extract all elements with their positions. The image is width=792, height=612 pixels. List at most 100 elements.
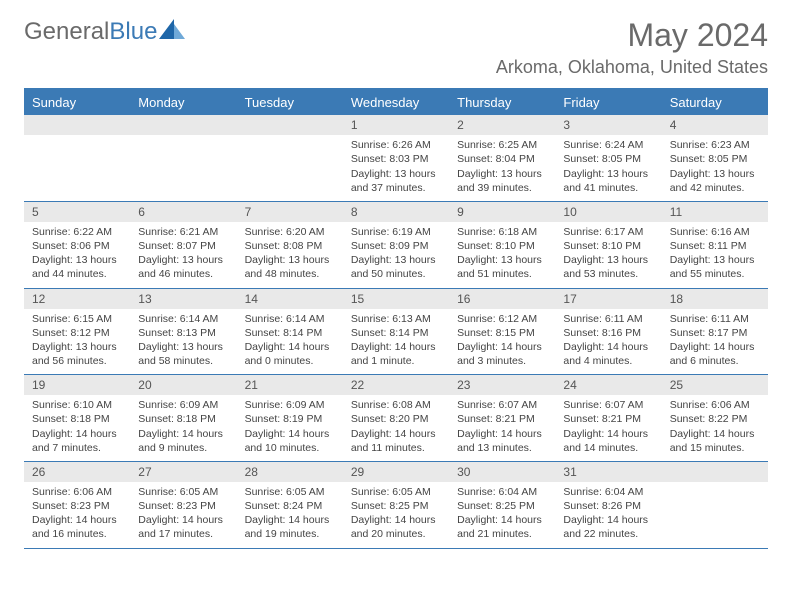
day-cell: 30Sunrise: 6:04 AMSunset: 8:25 PMDayligh…: [449, 462, 555, 548]
sunrise-text: Sunrise: 6:05 AM: [245, 485, 335, 499]
day-cell: 14Sunrise: 6:14 AMSunset: 8:14 PMDayligh…: [237, 289, 343, 375]
weekday-header-row: Sunday Monday Tuesday Wednesday Thursday…: [24, 90, 768, 115]
sunset-text: Sunset: 8:19 PM: [245, 412, 335, 426]
daylight-text-1: Daylight: 14 hours: [245, 513, 335, 527]
day-detail: Sunrise: 6:08 AMSunset: 8:20 PMDaylight:…: [343, 395, 449, 461]
title-block: May 2024 Arkoma, Oklahoma, United States: [496, 18, 768, 78]
day-cell: 12Sunrise: 6:15 AMSunset: 8:12 PMDayligh…: [24, 289, 130, 375]
day-detail: Sunrise: 6:26 AMSunset: 8:03 PMDaylight:…: [343, 135, 449, 201]
day-number: 17: [555, 289, 661, 309]
weekday-header: Wednesday: [343, 90, 449, 115]
daylight-text-1: Daylight: 14 hours: [245, 427, 335, 441]
day-cell: 3Sunrise: 6:24 AMSunset: 8:05 PMDaylight…: [555, 115, 661, 201]
daylight-text-2: and 20 minutes.: [351, 527, 441, 541]
day-cell: [130, 115, 236, 201]
day-number: 29: [343, 462, 449, 482]
daylight-text-2: and 11 minutes.: [351, 441, 441, 455]
day-cell: 10Sunrise: 6:17 AMSunset: 8:10 PMDayligh…: [555, 202, 661, 288]
sunrise-text: Sunrise: 6:09 AM: [245, 398, 335, 412]
daylight-text-2: and 42 minutes.: [670, 181, 760, 195]
day-cell: 28Sunrise: 6:05 AMSunset: 8:24 PMDayligh…: [237, 462, 343, 548]
sunrise-text: Sunrise: 6:12 AM: [457, 312, 547, 326]
day-detail: Sunrise: 6:10 AMSunset: 8:18 PMDaylight:…: [24, 395, 130, 461]
brand-logo: GeneralBlue: [24, 18, 185, 46]
day-cell: 6Sunrise: 6:21 AMSunset: 8:07 PMDaylight…: [130, 202, 236, 288]
day-detail: Sunrise: 6:21 AMSunset: 8:07 PMDaylight:…: [130, 222, 236, 288]
sunset-text: Sunset: 8:23 PM: [32, 499, 122, 513]
day-number: 9: [449, 202, 555, 222]
daylight-text-2: and 1 minute.: [351, 354, 441, 368]
day-detail: Sunrise: 6:13 AMSunset: 8:14 PMDaylight:…: [343, 309, 449, 375]
daylight-text-1: Daylight: 14 hours: [457, 340, 547, 354]
day-detail: Sunrise: 6:23 AMSunset: 8:05 PMDaylight:…: [662, 135, 768, 201]
daylight-text-2: and 9 minutes.: [138, 441, 228, 455]
brand-word-general: General: [24, 18, 109, 46]
sunset-text: Sunset: 8:21 PM: [457, 412, 547, 426]
sunset-text: Sunset: 8:25 PM: [351, 499, 441, 513]
day-number: 28: [237, 462, 343, 482]
daylight-text-1: Daylight: 14 hours: [245, 340, 335, 354]
sunset-text: Sunset: 8:10 PM: [563, 239, 653, 253]
day-cell: 8Sunrise: 6:19 AMSunset: 8:09 PMDaylight…: [343, 202, 449, 288]
day-number: 27: [130, 462, 236, 482]
sunrise-text: Sunrise: 6:14 AM: [245, 312, 335, 326]
day-number: 3: [555, 115, 661, 135]
sunset-text: Sunset: 8:26 PM: [563, 499, 653, 513]
daylight-text-2: and 4 minutes.: [563, 354, 653, 368]
day-number: 4: [662, 115, 768, 135]
daylight-text-2: and 19 minutes.: [245, 527, 335, 541]
day-detail: Sunrise: 6:24 AMSunset: 8:05 PMDaylight:…: [555, 135, 661, 201]
sunset-text: Sunset: 8:17 PM: [670, 326, 760, 340]
sunset-text: Sunset: 8:07 PM: [138, 239, 228, 253]
day-number: 11: [662, 202, 768, 222]
day-detail: Sunrise: 6:20 AMSunset: 8:08 PMDaylight:…: [237, 222, 343, 288]
day-detail: Sunrise: 6:17 AMSunset: 8:10 PMDaylight:…: [555, 222, 661, 288]
daylight-text-2: and 0 minutes.: [245, 354, 335, 368]
day-cell: 22Sunrise: 6:08 AMSunset: 8:20 PMDayligh…: [343, 375, 449, 461]
sunrise-text: Sunrise: 6:23 AM: [670, 138, 760, 152]
day-number-band: [130, 115, 236, 135]
day-detail: Sunrise: 6:05 AMSunset: 8:25 PMDaylight:…: [343, 482, 449, 548]
daylight-text-1: Daylight: 13 hours: [670, 167, 760, 181]
day-detail: Sunrise: 6:07 AMSunset: 8:21 PMDaylight:…: [449, 395, 555, 461]
sunrise-text: Sunrise: 6:07 AM: [457, 398, 547, 412]
daylight-text-2: and 41 minutes.: [563, 181, 653, 195]
calendar-week-row: 19Sunrise: 6:10 AMSunset: 8:18 PMDayligh…: [24, 375, 768, 462]
sunrise-text: Sunrise: 6:11 AM: [563, 312, 653, 326]
sunrise-text: Sunrise: 6:06 AM: [670, 398, 760, 412]
daylight-text-2: and 39 minutes.: [457, 181, 547, 195]
sunrise-text: Sunrise: 6:22 AM: [32, 225, 122, 239]
day-number: 5: [24, 202, 130, 222]
day-detail: Sunrise: 6:18 AMSunset: 8:10 PMDaylight:…: [449, 222, 555, 288]
sunrise-text: Sunrise: 6:16 AM: [670, 225, 760, 239]
day-number: 7: [237, 202, 343, 222]
day-cell: [237, 115, 343, 201]
day-cell: 29Sunrise: 6:05 AMSunset: 8:25 PMDayligh…: [343, 462, 449, 548]
day-number: 8: [343, 202, 449, 222]
daylight-text-1: Daylight: 14 hours: [351, 340, 441, 354]
calendar: Sunday Monday Tuesday Wednesday Thursday…: [24, 88, 768, 548]
day-number: 1: [343, 115, 449, 135]
daylight-text-1: Daylight: 13 hours: [563, 167, 653, 181]
daylight-text-2: and 16 minutes.: [32, 527, 122, 541]
sunset-text: Sunset: 8:21 PM: [563, 412, 653, 426]
daylight-text-2: and 13 minutes.: [457, 441, 547, 455]
daylight-text-1: Daylight: 14 hours: [457, 513, 547, 527]
sunrise-text: Sunrise: 6:08 AM: [351, 398, 441, 412]
daylight-text-1: Daylight: 14 hours: [670, 427, 760, 441]
sunset-text: Sunset: 8:04 PM: [457, 152, 547, 166]
daylight-text-1: Daylight: 14 hours: [563, 513, 653, 527]
day-cell: 18Sunrise: 6:11 AMSunset: 8:17 PMDayligh…: [662, 289, 768, 375]
daylight-text-1: Daylight: 14 hours: [32, 427, 122, 441]
sunset-text: Sunset: 8:24 PM: [245, 499, 335, 513]
sunset-text: Sunset: 8:16 PM: [563, 326, 653, 340]
daylight-text-1: Daylight: 13 hours: [138, 340, 228, 354]
sunrise-text: Sunrise: 6:25 AM: [457, 138, 547, 152]
day-detail: Sunrise: 6:14 AMSunset: 8:14 PMDaylight:…: [237, 309, 343, 375]
header: GeneralBlue May 2024 Arkoma, Oklahoma, U…: [24, 18, 768, 78]
daylight-text-2: and 6 minutes.: [670, 354, 760, 368]
day-detail: Sunrise: 6:22 AMSunset: 8:06 PMDaylight:…: [24, 222, 130, 288]
day-number-band: [662, 462, 768, 482]
day-detail: Sunrise: 6:05 AMSunset: 8:24 PMDaylight:…: [237, 482, 343, 548]
calendar-week-row: 12Sunrise: 6:15 AMSunset: 8:12 PMDayligh…: [24, 289, 768, 376]
